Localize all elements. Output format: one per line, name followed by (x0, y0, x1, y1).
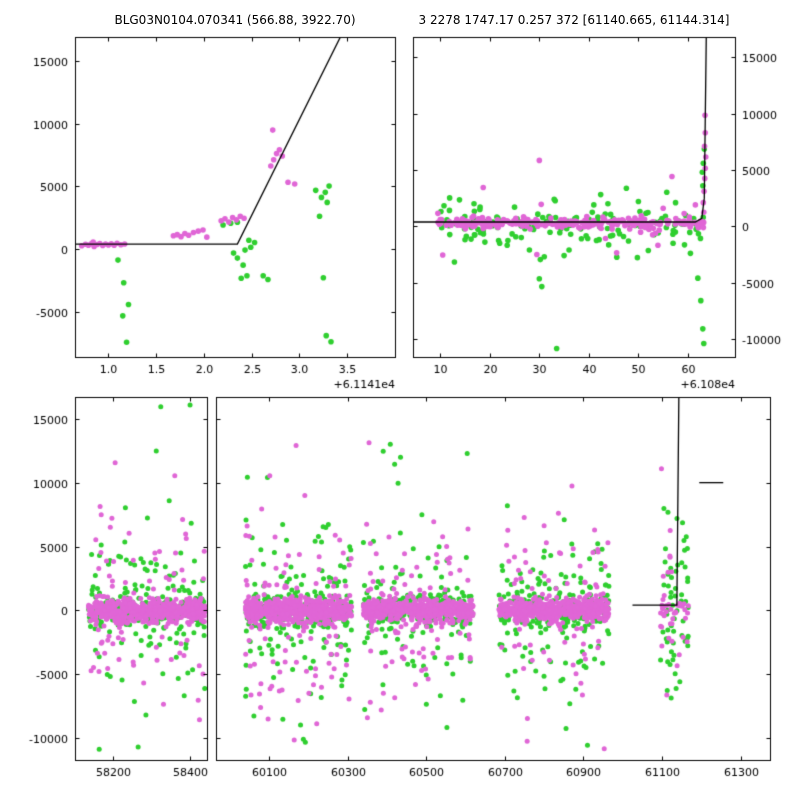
left-plot-title: BLG03N0104.070341 (566.88, 3922.70) (114, 13, 356, 27)
right-plot-title: 3 2278 1747.17 0.257 372 [61140.665, 611… (418, 13, 730, 27)
